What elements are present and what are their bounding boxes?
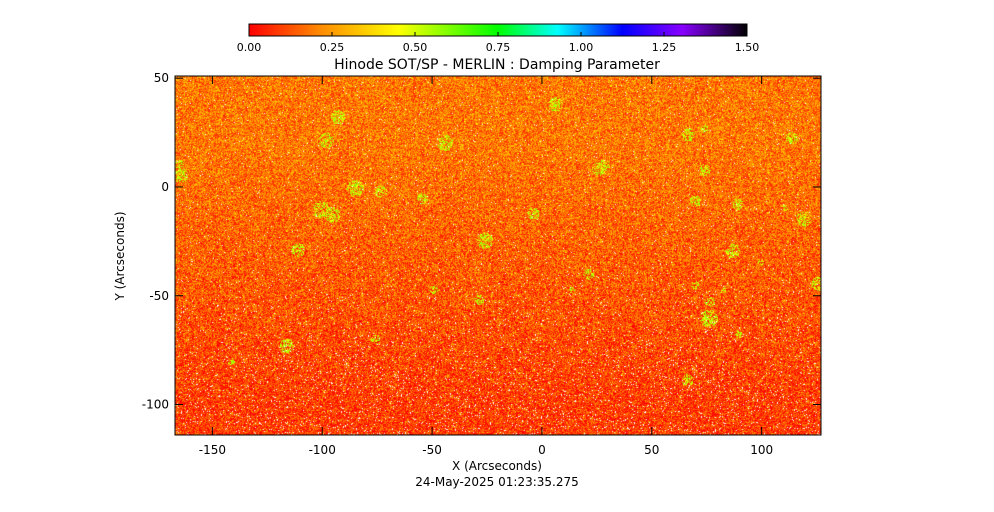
colorbar-tick-label: 0.75 (486, 41, 511, 54)
colorbar-tick-label: 1.25 (652, 41, 677, 54)
y-tick-label: 0 (161, 180, 169, 194)
chart-title: Hinode SOT/SP - MERLIN : Damping Paramet… (334, 57, 660, 73)
colorbar: 0.00 0.25 0.50 0.75 1.00 1.25 1.50 (237, 23, 760, 54)
plot-area: -150 -100 -50 0 50 100 -100 -50 0 50 (142, 71, 822, 457)
y-axis: -100 -50 0 50 (142, 71, 821, 412)
heatmap-image (175, 76, 821, 435)
x-tick-label: -100 (309, 443, 336, 457)
x-axis: -150 -100 -50 0 50 100 (199, 76, 773, 457)
colorbar-tick-label: 0.00 (237, 41, 262, 54)
x-tick-label: -50 (422, 443, 442, 457)
x-tick-label: -150 (199, 443, 226, 457)
x-tick-label: 50 (644, 443, 659, 457)
y-tick-label: -50 (149, 289, 169, 303)
y-tick-label: -100 (142, 398, 169, 412)
colorbar-tick-label: 0.25 (320, 41, 345, 54)
plot-frame (174, 75, 822, 436)
colorbar-tick-label: 1.50 (735, 41, 760, 54)
colorbar-tick-label: 1.00 (569, 41, 594, 54)
y-tick-label: 50 (154, 71, 169, 85)
x-axis-label: X (Arcseconds) (452, 459, 542, 473)
x-tick-label: 100 (750, 443, 773, 457)
colorbar-tick-label: 0.50 (403, 41, 428, 54)
y-axis-label: Y (Arcseconds) (113, 211, 127, 301)
colorbar-ticks: 0.00 0.25 0.50 0.75 1.00 1.25 1.50 (237, 32, 760, 54)
timestamp: 24-May-2025 01:23:35.275 (415, 475, 579, 489)
x-tick-label: 0 (538, 443, 546, 457)
